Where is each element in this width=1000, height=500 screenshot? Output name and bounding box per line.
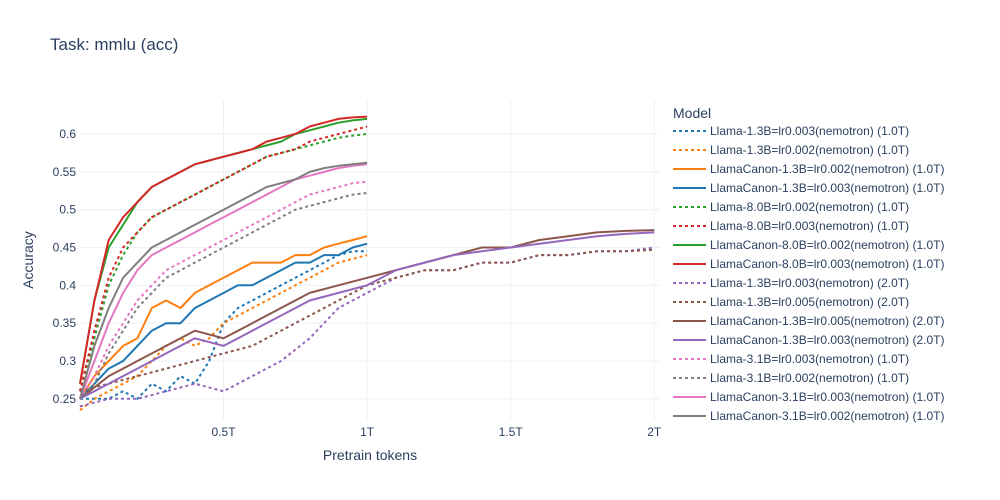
legend-item[interactable]: LlamaCanon-1.3B=lr0.003(nemotron) (2.0T) [673, 333, 944, 347]
legend-item[interactable]: Llama-8.0B=lr0.002(nemotron) (1.0T) [673, 200, 909, 214]
legend-item[interactable]: LlamaCanon-8.0B=lr0.002(nemotron) (1.0T) [673, 238, 944, 252]
legend-item[interactable]: Llama-1.3B=lr0.003(nemotron) (2.0T) [673, 276, 909, 290]
legend-item[interactable]: Llama-8.0B=lr0.003(nemotron) (1.0T) [673, 219, 909, 233]
legend-label: Llama-8.0B=lr0.003(nemotron) (1.0T) [710, 219, 909, 233]
y-tick-label: 0.3 [59, 354, 76, 368]
y-tick-label: 0.35 [53, 316, 77, 330]
legend-item[interactable]: Llama-3.1B=lr0.002(nemotron) (1.0T) [673, 371, 909, 385]
legend-label: LlamaCanon-1.3B=lr0.005(nemotron) (2.0T) [710, 314, 944, 328]
legend-label: Llama-1.3B=lr0.002(nemotron) (1.0T) [710, 143, 909, 157]
y-tick-label: 0.45 [53, 241, 77, 255]
y-tick-label: 0.25 [53, 392, 77, 406]
legend-label: LlamaCanon-1.3B=lr0.002(nemotron) (1.0T) [710, 162, 944, 176]
x-tick-label: 1.5T [499, 425, 524, 439]
x-gridlines [223, 100, 655, 420]
legend-label: LlamaCanon-3.1B=lr0.003(nemotron) (1.0T) [710, 390, 944, 404]
series-line[interactable] [80, 250, 368, 400]
plot-background [80, 100, 660, 420]
legend-label: LlamaCanon-8.0B=lr0.002(nemotron) (1.0T) [710, 238, 944, 252]
y-tick-label: 0.6 [59, 127, 76, 141]
y-tick-label: 0.55 [53, 165, 77, 179]
series-line[interactable] [79, 133, 368, 392]
legend-item[interactable]: LlamaCanon-8.0B=lr0.003(nemotron) (1.0T) [673, 257, 944, 271]
legend-label: LlamaCanon-1.3B=lr0.003(nemotron) (1.0T) [710, 181, 944, 195]
legend-item[interactable]: LlamaCanon-3.1B=lr0.003(nemotron) (1.0T) [673, 390, 944, 404]
legend-items: Llama-1.3B=lr0.003(nemotron) (1.0T) Llama… [673, 124, 944, 423]
legend-item[interactable]: Llama-1.3B=lr0.003(nemotron) (1.0T) [673, 124, 909, 138]
legend-label: Llama-1.3B=lr0.003(nemotron) (2.0T) [710, 276, 909, 290]
legend-label: Llama-8.0B=lr0.002(nemotron) (1.0T) [710, 200, 909, 214]
legend-label: Llama-1.3B=lr0.003(nemotron) (1.0T) [710, 124, 909, 138]
legend-item[interactable]: LlamaCanon-1.3B=lr0.005(nemotron) (2.0T) [673, 314, 944, 328]
legend-label: Llama-1.3B=lr0.005(nemotron) (2.0T) [710, 295, 909, 309]
series-line[interactable] [79, 180, 368, 400]
chart-title: Task: mmlu (acc) [50, 35, 178, 54]
series-line[interactable] [79, 254, 368, 411]
legend-label: LlamaCanon-8.0B=lr0.003(nemotron) (1.0T) [710, 257, 944, 271]
series-line[interactable] [79, 231, 655, 400]
series-line[interactable] [79, 246, 655, 408]
series-line[interactable] [79, 125, 368, 392]
series-line[interactable] [79, 161, 368, 400]
legend-label: Llama-3.1B=lr0.002(nemotron) (1.0T) [710, 371, 909, 385]
series-line[interactable] [79, 115, 368, 384]
plot-area [79, 100, 660, 420]
series-line[interactable] [79, 163, 368, 400]
legend-item[interactable]: LlamaCanon-1.3B=lr0.002(nemotron) (1.0T) [673, 162, 944, 176]
series-line[interactable] [79, 242, 368, 400]
legend-label: Llama-3.1B=lr0.003(nemotron) (1.0T) [710, 352, 909, 366]
y-axis-ticks: 0.25 0.3 0.35 0.4 0.45 0.5 0.55 0.6 [53, 127, 77, 406]
series-line[interactable] [79, 192, 368, 400]
x-axis-ticks: 0.5T 1T 1.5T 2T [212, 425, 662, 439]
y-tick-label: 0.5 [59, 203, 76, 217]
legend[interactable]: Model Llama-1.3B=lr0.003(nemotron) (1.0T… [673, 105, 944, 423]
series-lines [79, 115, 655, 411]
legend-label: LlamaCanon-1.3B=lr0.003(nemotron) (2.0T) [710, 333, 944, 347]
x-tick-label: 0.5T [212, 425, 237, 439]
legend-item[interactable]: LlamaCanon-1.3B=lr0.003(nemotron) (1.0T) [673, 181, 944, 195]
legend-item[interactable]: Llama-1.3B=lr0.002(nemotron) (1.0T) [673, 143, 909, 157]
x-tick-label: 1T [360, 425, 375, 439]
series-line[interactable] [79, 229, 655, 400]
legend-item[interactable]: LlamaCanon-3.1B=lr0.002(nemotron) (1.0T) [673, 409, 944, 423]
legend-title: Model [673, 105, 711, 121]
x-tick-label: 2T [647, 425, 662, 439]
series-line[interactable] [79, 235, 368, 400]
legend-label: LlamaCanon-3.1B=lr0.002(nemotron) (1.0T) [710, 409, 944, 423]
y-tick-label: 0.4 [59, 278, 76, 292]
legend-item[interactable]: Llama-1.3B=lr0.005(nemotron) (2.0T) [673, 295, 909, 309]
x-axis-label: Pretrain tokens [323, 447, 417, 463]
y-axis-label: Accuracy [20, 231, 36, 289]
legend-item[interactable]: Llama-3.1B=lr0.003(nemotron) (1.0T) [673, 352, 909, 366]
